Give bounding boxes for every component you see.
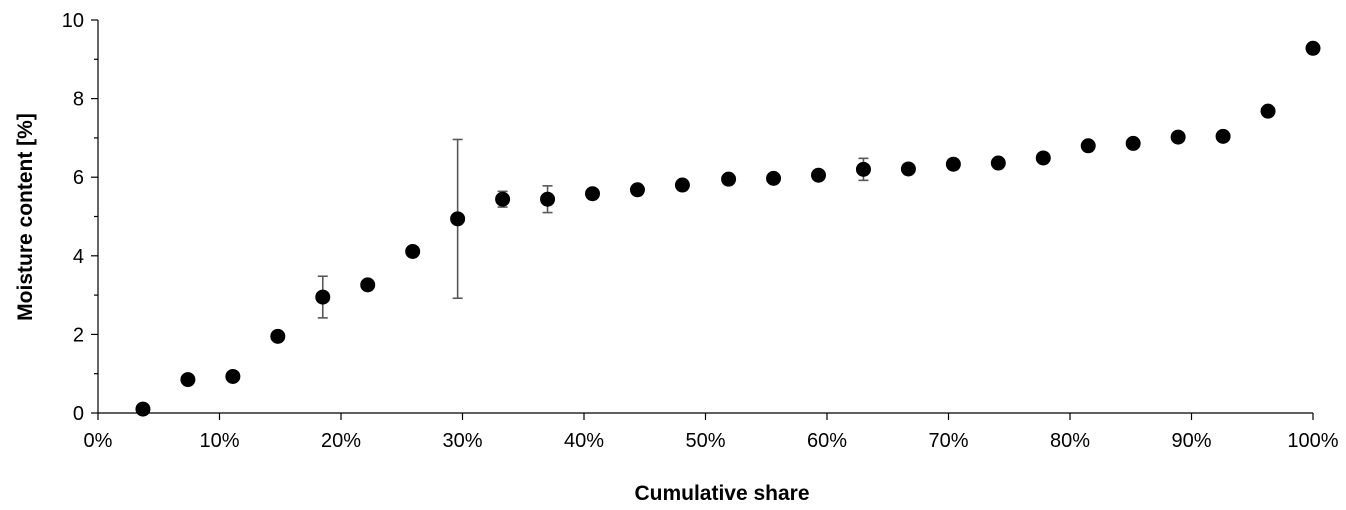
data-point bbox=[135, 401, 151, 417]
data-point bbox=[855, 161, 871, 177]
data-point bbox=[674, 177, 690, 193]
x-tick-label: 0% bbox=[84, 430, 113, 452]
x-tick-label: 70% bbox=[928, 430, 968, 452]
y-tick-label: 0 bbox=[73, 403, 84, 425]
data-point bbox=[721, 171, 737, 187]
data-point bbox=[1170, 129, 1186, 145]
x-axis-title: Cumulative share bbox=[634, 482, 809, 505]
data-point bbox=[945, 156, 961, 172]
y-tick-label: 10 bbox=[62, 10, 84, 32]
x-tick-label: 100% bbox=[1287, 430, 1338, 452]
data-point bbox=[540, 191, 556, 207]
data-point bbox=[1035, 150, 1051, 166]
data-point bbox=[810, 167, 826, 183]
x-tick-label: 30% bbox=[442, 430, 482, 452]
data-point bbox=[1215, 128, 1231, 144]
data-point bbox=[225, 368, 241, 384]
data-point bbox=[585, 186, 601, 202]
data-point bbox=[766, 170, 782, 186]
data-point bbox=[270, 328, 286, 344]
y-tick-label: 8 bbox=[73, 89, 84, 111]
y-tick-label: 6 bbox=[73, 167, 84, 189]
data-point bbox=[405, 243, 421, 259]
y-ticks: 0 2 4 6 8 10 bbox=[62, 10, 98, 425]
data-point bbox=[900, 161, 916, 177]
x-tick-label: 60% bbox=[807, 430, 847, 452]
data-point bbox=[450, 211, 466, 227]
data-point bbox=[1260, 103, 1276, 119]
x-tick-label: 20% bbox=[321, 430, 361, 452]
x-tick-label: 90% bbox=[1171, 430, 1211, 452]
data-point bbox=[180, 372, 196, 388]
x-tick-label: 10% bbox=[199, 430, 239, 452]
data-points bbox=[135, 40, 1321, 417]
y-tick-label: 2 bbox=[73, 324, 84, 346]
x-tick-label: 50% bbox=[685, 430, 725, 452]
x-ticks: 0% 10% 20% 30% 40% 50% 60% 70% 80% 90% 100% bbox=[84, 413, 1339, 452]
axes bbox=[97, 20, 1313, 414]
data-point bbox=[1305, 40, 1321, 56]
y-axis-title: Moisture content [%] bbox=[14, 113, 37, 321]
data-point bbox=[495, 191, 511, 207]
data-point bbox=[990, 155, 1006, 171]
data-point bbox=[315, 289, 331, 305]
data-point bbox=[1080, 138, 1096, 154]
y-tick-label: 4 bbox=[73, 246, 84, 268]
x-tick-label: 80% bbox=[1050, 430, 1090, 452]
data-point bbox=[360, 277, 376, 293]
x-tick-label: 40% bbox=[564, 430, 604, 452]
data-point bbox=[629, 182, 645, 198]
data-point bbox=[1125, 135, 1141, 151]
